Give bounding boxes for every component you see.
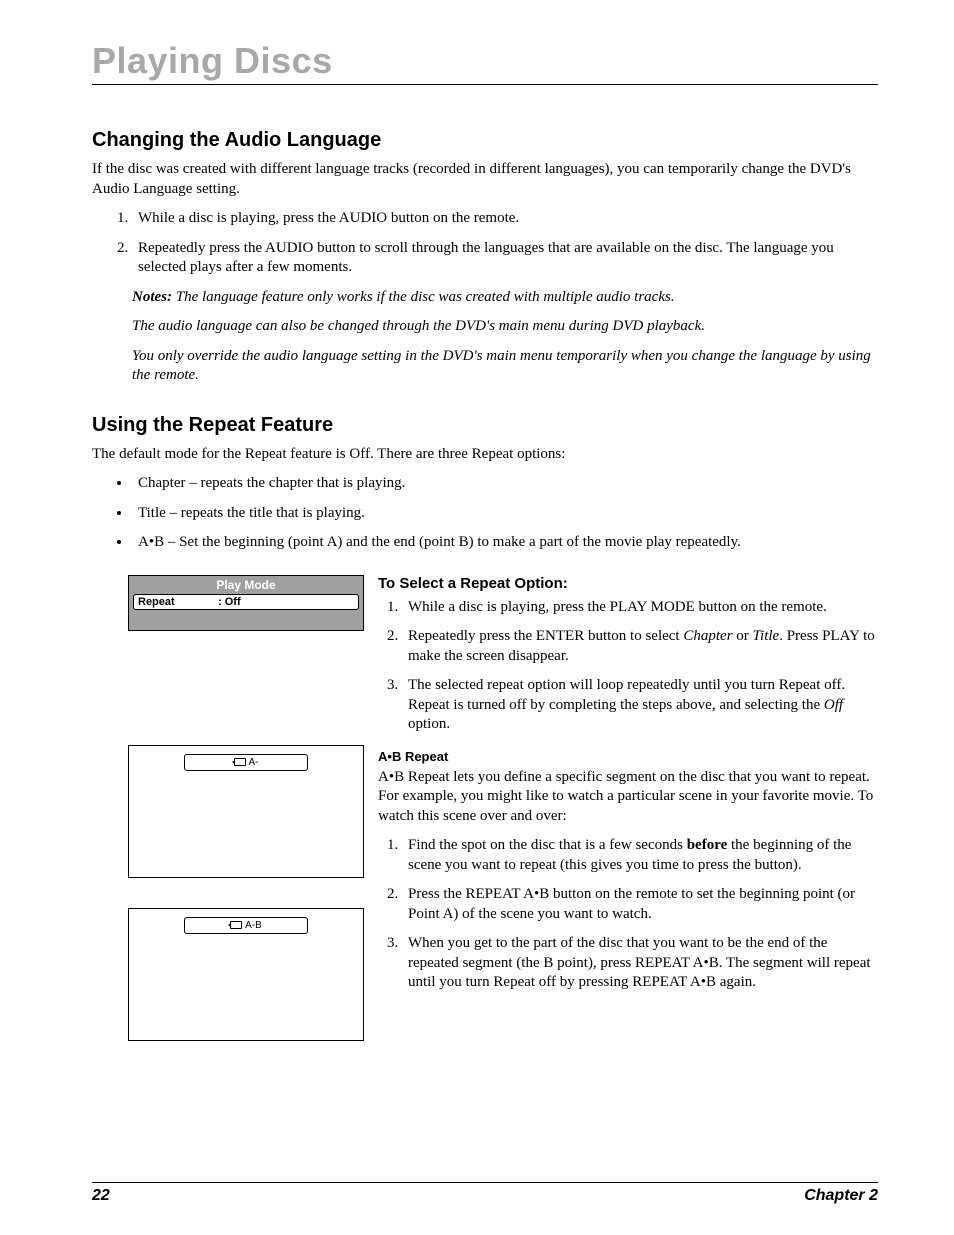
select-repeat-steps: While a disc is playing, press the PLAY …	[378, 598, 878, 735]
text: Repeatedly press the ENTER button to sel…	[408, 628, 683, 644]
repeat-icon	[230, 921, 242, 929]
step-item: Press the REPEAT A•B button on the remot…	[402, 885, 878, 924]
text: Find the spot on the disc that is a few …	[408, 837, 687, 853]
bold-text: before	[687, 837, 728, 853]
em-text: Off	[824, 697, 843, 713]
notes-block: Notes: The language feature only works i…	[132, 288, 878, 386]
screen-box-ab: A-B	[128, 908, 364, 1041]
play-mode-value: : Off	[218, 596, 241, 608]
play-mode-row: Repeat : Off	[133, 594, 359, 610]
play-mode-box: Play Mode Repeat : Off	[128, 575, 364, 631]
right-column: To Select a Repeat Option: While a disc …	[378, 575, 878, 1071]
step-item: Repeatedly press the ENTER button to sel…	[402, 627, 878, 666]
text: The selected repeat option will loop rep…	[408, 677, 845, 713]
page-footer: 22 Chapter 2	[92, 1182, 878, 1205]
section-heading: Using the Repeat Feature	[92, 414, 878, 437]
subheading: To Select a Repeat Option:	[378, 575, 878, 592]
play-mode-title: Play Mode	[129, 576, 363, 594]
note: The audio language can also be changed t…	[132, 317, 878, 337]
intro-text: The default mode for the Repeat feature …	[92, 445, 878, 465]
step-item: While a disc is playing, press the PLAY …	[402, 598, 878, 618]
steps-list: While a disc is playing, press the AUDIO…	[92, 209, 878, 278]
bullet-item: Chapter – repeats the chapter that is pl…	[132, 474, 878, 494]
left-column: Play Mode Repeat : Off A- A-B	[92, 575, 354, 1071]
play-mode-key: Repeat	[138, 596, 218, 608]
step-item: While a disc is playing, press the AUDIO…	[132, 209, 878, 229]
text: or	[733, 628, 753, 644]
notes-label: Notes:	[132, 289, 172, 305]
note: Notes: The language feature only works i…	[132, 288, 878, 308]
bullet-item: A•B – Set the beginning (point A) and th…	[132, 533, 878, 553]
screen-pill: A-	[184, 754, 308, 771]
pill-label: A-B	[245, 920, 262, 931]
step-item: Find the spot on the disc that is a few …	[402, 836, 878, 875]
note-text: The language feature only works if the d…	[172, 289, 675, 305]
subheading: A•B Repeat	[378, 749, 878, 764]
text: option.	[408, 716, 450, 732]
step-item: The selected repeat option will loop rep…	[402, 676, 878, 735]
section-heading: Changing the Audio Language	[92, 129, 878, 152]
page-number: 22	[92, 1187, 110, 1205]
screen-box-a: A-	[128, 745, 364, 878]
bullets-list: Chapter – repeats the chapter that is pl…	[92, 474, 878, 553]
ab-repeat-steps: Find the spot on the disc that is a few …	[378, 836, 878, 993]
note: You only override the audio language set…	[132, 347, 878, 386]
two-column-layout: Play Mode Repeat : Off A- A-B	[92, 575, 878, 1071]
pill-label: A-	[249, 757, 259, 768]
em-text: Chapter	[683, 628, 732, 644]
repeat-icon	[234, 758, 246, 766]
screen-pill: A-B	[184, 917, 308, 934]
section-repeat: Using the Repeat Feature The default mod…	[92, 414, 878, 1071]
bullet-item: Title – repeats the title that is playin…	[132, 504, 878, 524]
intro-text: If the disc was created with different l…	[92, 160, 878, 199]
em-text: Title	[753, 628, 780, 644]
play-mode-spacer	[129, 610, 363, 630]
chapter-label: Chapter 2	[804, 1187, 878, 1205]
page-title: Playing Discs	[92, 40, 878, 85]
section-audio-language: Changing the Audio Language If the disc …	[92, 129, 878, 386]
step-item: Repeatedly press the AUDIO button to scr…	[132, 239, 878, 278]
ab-intro: A•B Repeat lets you define a specific se…	[378, 768, 878, 827]
step-item: When you get to the part of the disc tha…	[402, 934, 878, 993]
